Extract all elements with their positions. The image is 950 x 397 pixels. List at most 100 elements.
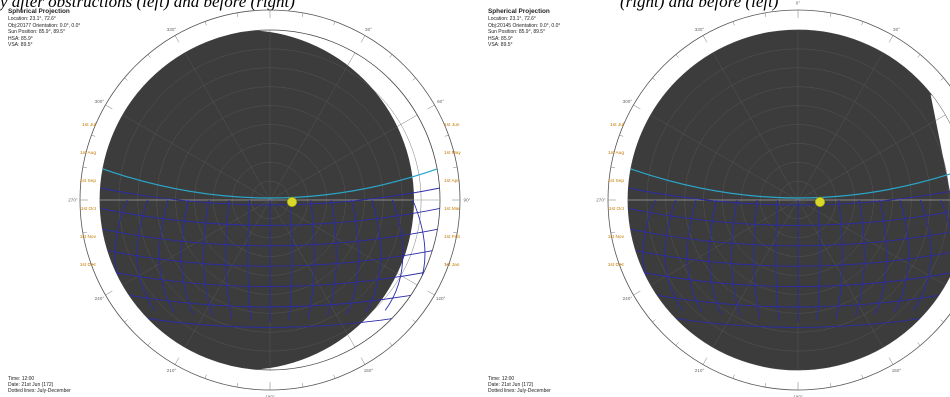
hour-line (816, 199, 821, 321)
day-arc (628, 289, 950, 308)
compass-tick (619, 263, 624, 266)
right-location: Location: 23.1°, 72.6° (488, 16, 536, 22)
azimuth-line (269, 199, 356, 348)
azimuth-line (269, 114, 418, 201)
day-arc (628, 228, 950, 247)
compass-label: 240° (623, 296, 633, 301)
month-label-left: 1st Nov (80, 234, 97, 240)
compass-tick (453, 166, 458, 168)
hour-line (225, 199, 233, 319)
compass-tick (861, 374, 864, 379)
month-label-left: 1st Aug (608, 150, 624, 156)
hour-line (874, 199, 887, 315)
compass-tick (764, 12, 766, 17)
compass-tick (444, 263, 449, 266)
month-label-left: 1st Jul (610, 122, 624, 128)
compass-label: 210° (695, 368, 705, 373)
compass-label: 300° (95, 99, 105, 104)
month-label-right: 1st Jan (444, 262, 460, 268)
day-arc (100, 269, 440, 288)
caption-right: (right) and before (left) (620, 0, 779, 11)
compass-tick (412, 319, 416, 323)
month-label-left: 1st Nov (608, 234, 625, 240)
compass-label: 0° (796, 1, 801, 6)
compass-tick (888, 357, 894, 365)
solstice-arc (100, 167, 440, 199)
compass-tick (861, 21, 864, 26)
compass-label: 0° (268, 1, 273, 6)
right-info-block: Spherical Projection Location: 23.1°, 72… (488, 8, 560, 49)
month-label-left: 1st Dec (80, 262, 97, 268)
day-arc (100, 289, 440, 308)
left-object: Obj:20177 Orientation: 0.0°, 0.0° (8, 22, 81, 29)
azimuth-line (797, 52, 884, 201)
left-title: Spherical Projection (8, 8, 70, 15)
day-arc (628, 207, 950, 226)
hour-line (365, 199, 382, 313)
hour-line (288, 199, 293, 321)
hour-line (346, 199, 359, 315)
compass-tick (302, 12, 304, 17)
day-arc (100, 248, 440, 267)
month-label-left: 1st Oct (609, 206, 625, 212)
month-label-left: 1st Sep (80, 178, 97, 184)
hour-line (686, 199, 703, 313)
hour-line (855, 199, 865, 317)
azimuth-line (797, 199, 884, 348)
compass-tick (91, 134, 96, 137)
compass-tick (236, 383, 238, 388)
compass-label: 300° (623, 99, 633, 104)
day-arc (100, 187, 440, 206)
compass-tick (147, 54, 151, 58)
compass-tick (702, 357, 708, 365)
compass-tick (619, 134, 624, 137)
month-label-right: 1st Jun (444, 122, 460, 128)
hour-line (307, 199, 315, 319)
compass-label: 150° (364, 368, 374, 373)
compass-tick (652, 77, 656, 81)
hour-line (664, 199, 684, 311)
compass-tick (302, 383, 304, 388)
hour-line (709, 199, 722, 315)
hour-line (893, 199, 910, 313)
right-date: Date: 21st Jun (172) (488, 382, 534, 389)
solstice-arc (628, 167, 950, 199)
hour-line (158, 199, 175, 313)
right-vsa: VSA: 89.5° (488, 42, 513, 49)
compass-tick (610, 166, 615, 168)
azimuth-line (712, 199, 799, 348)
left-spherical-projection: 0° 30° 60° 90° 120° 150° 180° 210° 240° 270° 300° 3… (68, 1, 470, 397)
compass-tick (830, 12, 832, 17)
compass-label: 30° (365, 27, 372, 32)
azimuth-line (650, 114, 799, 201)
compass-tick (917, 54, 921, 58)
compass-tick (675, 342, 679, 346)
month-label-left: 1st Sep (608, 178, 625, 184)
day-arc (100, 207, 440, 226)
azimuth-line (184, 52, 271, 201)
left-location: Location: 23.1°, 72.6° (8, 16, 56, 22)
compass-tick (940, 77, 944, 81)
compass-tick (610, 232, 615, 234)
azimuth-line (122, 114, 271, 201)
compass-label: 180° (265, 395, 275, 397)
compass-tick (427, 104, 435, 110)
compass-label: 120° (436, 296, 446, 301)
sun-icon (286, 196, 298, 208)
compass-tick (105, 290, 113, 296)
compass-tick (732, 374, 735, 379)
hour-line (912, 199, 932, 311)
caption-left: y after obstructions (left) and before (… (0, 0, 295, 11)
left-hsa: HSA: 85.9° (8, 35, 33, 42)
compass-label: 330° (695, 27, 705, 32)
compass-label: 240° (95, 296, 105, 301)
right-dotted-note: Dotted lines: July-December (488, 388, 551, 395)
compass-tick (105, 104, 113, 110)
compass-label: 270° (68, 198, 78, 203)
compass-tick (174, 35, 180, 43)
azimuth-line (797, 114, 946, 201)
left-time: Time: 12:00 (8, 376, 35, 382)
compass-tick (652, 319, 656, 323)
compass-tick (675, 54, 679, 58)
compass-label: 30° (893, 27, 900, 32)
